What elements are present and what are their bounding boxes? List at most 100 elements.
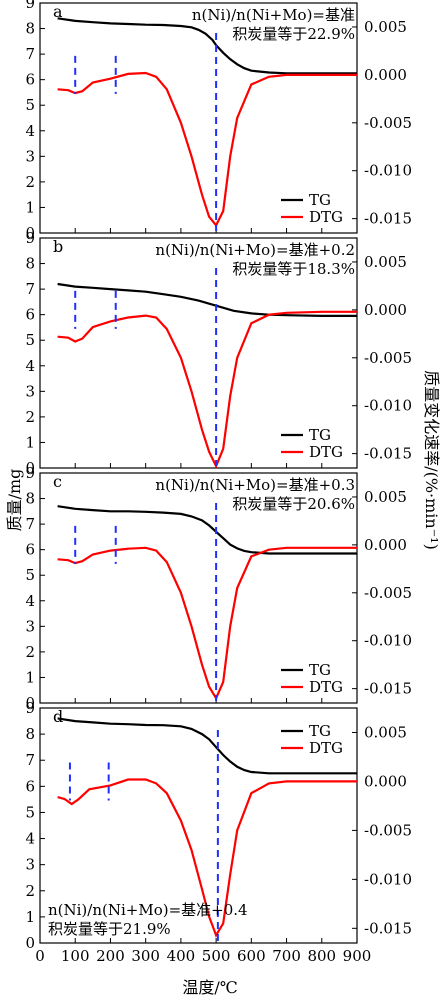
- y-left-tick-label: 7: [25, 45, 35, 63]
- annotation-line: n(Ni)/n(Ni+Mo)=基准+0.2: [155, 241, 355, 259]
- legend-label-dtg: DTG: [309, 208, 343, 226]
- y-left-tick-label: 2: [25, 408, 35, 426]
- legend-label-dtg: DTG: [309, 678, 343, 696]
- panel-b: 0 1 2 3 4 5 6 7 8 9 0.005 0.000 -0.005 -0.010 -0.015 b T…: [25, 229, 412, 477]
- y-left-tick-label: 9: [25, 0, 35, 12]
- y-left-tick-label: 8: [25, 255, 35, 273]
- y-left-tick-label: 2: [25, 643, 35, 661]
- panel-c: 0 1 2 3 4 5 6 7 8 9 0.005 0.000 -0.005 -0.010 -0.015 c T…: [25, 464, 412, 712]
- y-right-tick-label: 0.005: [364, 723, 407, 741]
- y-right-tick-label: -0.005: [364, 821, 412, 839]
- y-left-tick-label: 6: [25, 777, 35, 795]
- x-tick-label: 200: [96, 947, 125, 965]
- legend-label-tg: TG: [309, 722, 331, 740]
- plot-frame: [39, 707, 358, 944]
- y-right-tick-label: -0.010: [364, 162, 412, 180]
- annotation-line: 积炭量等于21.9%: [48, 920, 171, 938]
- x-tick-label: 900: [343, 947, 372, 965]
- y-left-tick-label: 6: [25, 71, 35, 89]
- x-tick-label: 100: [61, 947, 90, 965]
- y-right-tick-label: 0.005: [364, 253, 407, 271]
- y-right-tick-label: 0.005: [364, 18, 407, 36]
- y-right-tick-label: -0.005: [364, 114, 412, 132]
- panel-letter: a: [53, 2, 63, 21]
- y-right-tick-label: -0.005: [364, 584, 412, 602]
- y-left-tick-label: 2: [25, 173, 35, 191]
- y-left-tick-label: 7: [25, 751, 35, 769]
- y-left-tick-label: 5: [25, 566, 35, 584]
- y-left-tick-label: 0: [25, 224, 35, 242]
- annotation-line: n(Ni)/n(Ni+Mo)=基准+0.4: [48, 901, 248, 919]
- plot-frame: [39, 2, 358, 234]
- y-right-tick-label: -0.015: [364, 445, 412, 463]
- series-dtg-line: [57, 546, 357, 701]
- series-tg-line: [57, 505, 357, 555]
- x-tick-label: 600: [237, 947, 266, 965]
- panel-letter: c: [53, 472, 62, 491]
- legend-label-tg: TG: [309, 426, 331, 444]
- y-right-tick-label: -0.015: [364, 210, 412, 228]
- y-left-tick-label: 5: [25, 803, 35, 821]
- y-left-tick-label: 9: [25, 229, 35, 247]
- legend-label-dtg: DTG: [309, 443, 343, 461]
- y-right-tick-label: 0.005: [364, 488, 407, 506]
- y-left-tick-label: 1: [25, 198, 35, 216]
- y-right-tick-label: 0.000: [364, 772, 407, 790]
- y-left-tick-label: 8: [25, 725, 35, 743]
- y-left-tick-label: 9: [25, 699, 35, 717]
- y-right-tick-label: -0.010: [364, 397, 412, 415]
- y-left-tick-label: 3: [25, 617, 35, 635]
- panels: 0 1 2 3 4 5 6 7 8 9 0.005 0.000 -0.005 -0.010 -0.015 a T…: [25, 0, 412, 965]
- series-tg-line: [57, 282, 357, 317]
- y-axis-right-title: 质量变化速率/(%·min⁻¹): [422, 370, 441, 550]
- x-tick-label: 700: [272, 947, 301, 965]
- y-left-tick-label: 5: [25, 331, 35, 349]
- x-tick-label: 400: [167, 947, 196, 965]
- annotation-line: 积炭量等于22.9%: [232, 25, 355, 43]
- y-left-tick-label: 0: [25, 459, 35, 477]
- plot-frame: [39, 472, 358, 704]
- series-tg-line: [57, 17, 357, 75]
- y-left-tick-label: 8: [25, 490, 35, 508]
- y-right-tick-label: -0.010: [364, 632, 412, 650]
- series-dtg-line: [57, 778, 357, 938]
- plot-frame: [39, 237, 358, 469]
- y-right-tick-label: 0.000: [364, 536, 407, 554]
- y-left-tick-label: 0: [25, 934, 35, 952]
- series-dtg-line: [57, 310, 357, 469]
- x-tick-label: 800: [307, 947, 336, 965]
- y-left-tick-label: 4: [25, 122, 35, 140]
- y-left-tick-label: 4: [25, 357, 35, 375]
- y-left-tick-label: 9: [25, 464, 35, 482]
- y-left-tick-label: 7: [25, 515, 35, 533]
- y-right-tick-label: 0.000: [364, 66, 407, 84]
- y-right-tick-label: -0.005: [364, 349, 412, 367]
- y-left-tick-label: 3: [25, 382, 35, 400]
- y-left-tick-label: 5: [25, 96, 35, 114]
- panel-a: 0 1 2 3 4 5 6 7 8 9 0.005 0.000 -0.005 -0.010 -0.015 a T…: [25, 0, 412, 242]
- panel-letter: b: [53, 237, 63, 256]
- annotation-line: n(Ni)/n(Ni+Mo)=基准+0.3: [155, 476, 355, 494]
- x-tick-label: 0: [35, 947, 45, 965]
- y-left-tick-label: 7: [25, 280, 35, 298]
- y-left-tick-label: 0: [25, 694, 35, 712]
- annotation-line: n(Ni)/n(Ni+Mo)=基准: [192, 6, 355, 24]
- series-dtg-line: [57, 71, 357, 228]
- annotation-line: 积炭量等于20.6%: [232, 495, 355, 513]
- y-left-tick-label: 1: [25, 668, 35, 686]
- y-left-tick-label: 3: [25, 856, 35, 874]
- y-left-tick-label: 6: [25, 541, 35, 559]
- y-left-tick-label: 8: [25, 20, 35, 38]
- y-left-tick-label: 1: [25, 908, 35, 926]
- x-tick-label: 300: [131, 947, 160, 965]
- y-left-tick-label: 4: [25, 830, 35, 848]
- y-right-tick-label: -0.010: [364, 870, 412, 888]
- y-left-tick-label: 1: [25, 433, 35, 451]
- y-axis-left-title: 质量/mg: [5, 469, 24, 532]
- panel-letter: d: [53, 707, 63, 726]
- y-left-tick-label: 2: [25, 882, 35, 900]
- x-tick-label: 500: [202, 947, 231, 965]
- x-axis-title: 温度/℃: [182, 978, 237, 997]
